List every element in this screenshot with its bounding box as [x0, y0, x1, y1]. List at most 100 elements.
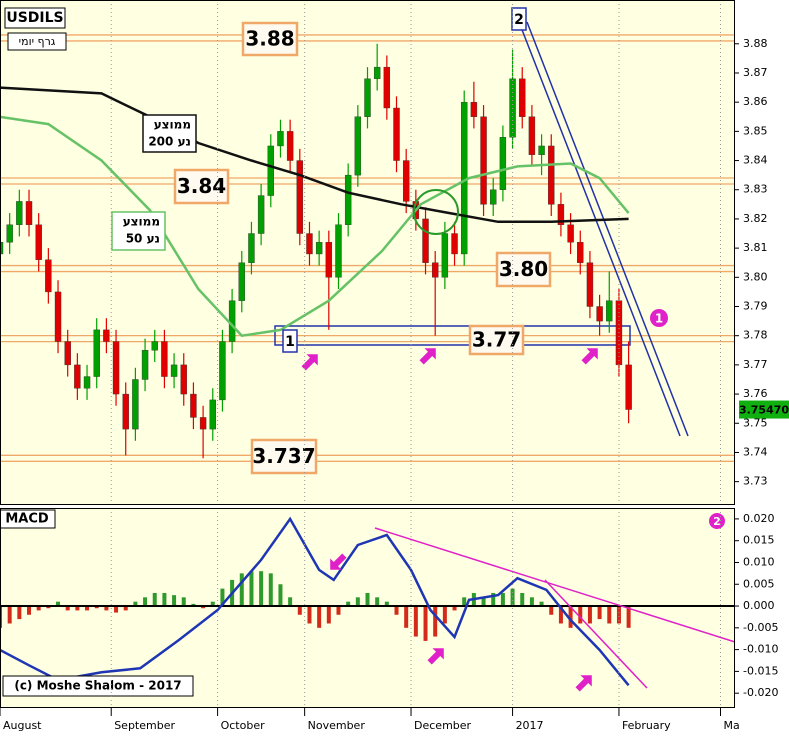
- histogram-bar: [336, 606, 341, 615]
- candle-body: [315, 242, 323, 255]
- histogram-bar: [452, 606, 457, 611]
- callout-label: 1: [655, 312, 663, 326]
- callout-circle: [709, 513, 725, 529]
- histogram-bar: [288, 597, 293, 607]
- histogram-bar: [481, 597, 486, 607]
- histogram-bar: [355, 597, 360, 607]
- candle-body: [64, 341, 71, 366]
- candle-body: [103, 329, 110, 342]
- y-tick-label: 3.79: [743, 300, 768, 313]
- histogram-bar: [365, 592, 370, 607]
- chart-title: MACD: [5, 512, 49, 527]
- histogram-bar: [36, 606, 41, 611]
- histogram-bar: [220, 588, 225, 607]
- candle-body: [567, 224, 574, 243]
- annotation-box: [241, 21, 299, 57]
- y-tick-label: 3.83: [743, 183, 768, 196]
- histogram-bar: [442, 606, 447, 624]
- candle-body: [238, 262, 245, 301]
- legend-label: ממוצע: [123, 215, 160, 229]
- candle-body: [219, 341, 226, 401]
- histogram-bar: [259, 571, 264, 607]
- candle-body: [422, 218, 429, 263]
- candle-body: [499, 136, 507, 190]
- annotation-label: 3.737: [252, 444, 315, 468]
- x-tick-label: 2017: [516, 719, 544, 732]
- histogram-bar: [297, 606, 302, 615]
- moving-average: [0, 115, 630, 338]
- histogram-bar: [268, 573, 273, 607]
- histogram-bar: [384, 601, 389, 607]
- x-tick-label: September: [114, 719, 175, 732]
- last-price-label: 3.75470: [739, 404, 789, 417]
- x-tick-label: February: [622, 719, 671, 732]
- histogram-bar: [317, 606, 322, 628]
- last-price-tag: [739, 400, 789, 419]
- histogram-bar: [210, 601, 215, 607]
- candle-body: [441, 233, 449, 278]
- histogram-bar: [46, 606, 51, 609]
- histogram-bar: [375, 597, 380, 607]
- y-tick-label: 3.81: [743, 241, 768, 254]
- histogram-bar: [307, 606, 312, 624]
- histogram-bar: [394, 606, 399, 615]
- legend-label: נע 50: [126, 232, 160, 246]
- histogram-bar: [413, 606, 418, 637]
- candle-body: [373, 66, 381, 80]
- candle-body: [393, 107, 400, 161]
- histogram-bar: [539, 601, 544, 607]
- arrow: [581, 348, 598, 365]
- histogram-bar: [191, 603, 196, 607]
- candle-body: [54, 291, 62, 342]
- subtitle-box: [7, 32, 67, 51]
- x-tick-label: December: [414, 719, 472, 732]
- candle-body: [354, 116, 362, 176]
- candle-body: [335, 224, 342, 278]
- legend-box: [142, 114, 197, 153]
- candle-body: [519, 78, 526, 117]
- y-tick-label: -0.005: [743, 621, 778, 634]
- candle-body: [296, 160, 304, 234]
- annotation-label: 3.84: [177, 174, 226, 198]
- histogram-bar: [597, 606, 602, 620]
- y-tick-label: 0.015: [743, 534, 775, 547]
- candle-body: [132, 379, 139, 430]
- candle-body: [209, 399, 216, 430]
- histogram-bar: [326, 606, 331, 624]
- candle-body: [277, 131, 284, 147]
- candle-body: [74, 364, 81, 389]
- arrow-head: [581, 348, 598, 365]
- histogram-bar: [133, 601, 138, 607]
- histogram-bar: [152, 592, 157, 607]
- histogram-bar: [558, 606, 563, 624]
- y-tick-label: 3.73: [743, 475, 768, 488]
- y-tick-label: -0.020: [743, 686, 778, 699]
- macd-line: [0, 516, 630, 687]
- candle-body: [83, 376, 91, 389]
- candle-body: [586, 262, 594, 307]
- cross-circle: [413, 189, 459, 235]
- annotation-box: [468, 324, 525, 356]
- candle-body: [286, 131, 294, 161]
- candle-body: [470, 101, 478, 117]
- candle-body: [557, 204, 565, 225]
- y-tick-label: 3.74: [743, 445, 768, 458]
- candle-body: [228, 300, 236, 342]
- annotation-label: 3.88: [245, 27, 294, 51]
- histogram-bar: [27, 606, 32, 615]
- candle-body: [45, 259, 52, 293]
- candle-body: [0, 242, 4, 255]
- trend-line: [374, 527, 736, 643]
- candle-body: [344, 174, 352, 225]
- candle-body: [528, 116, 536, 155]
- candle-body: [141, 350, 149, 380]
- candle-body: [480, 116, 487, 205]
- title-box: [0, 509, 56, 529]
- histogram-bar: [162, 592, 167, 607]
- candle-body: [112, 341, 120, 395]
- candle-body: [364, 78, 371, 117]
- candle-body: [170, 364, 178, 377]
- x-tick-label: Ma: [723, 719, 739, 732]
- histogram-bar: [56, 601, 61, 607]
- candle-body: [451, 233, 458, 255]
